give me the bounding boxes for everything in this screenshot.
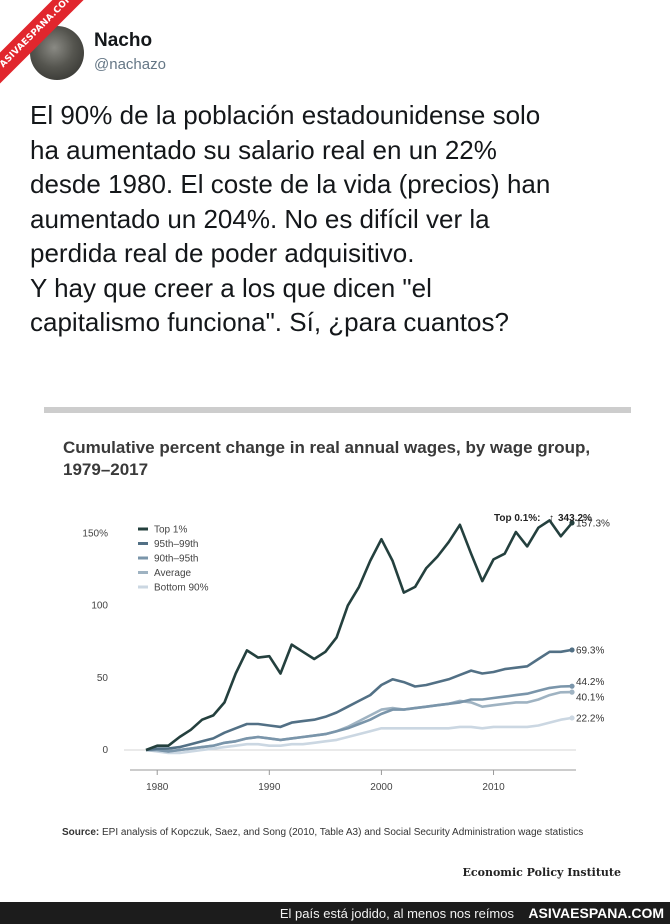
series-end-label: 22.2%	[576, 713, 604, 724]
annotation-value: 343.2%	[558, 513, 592, 524]
tweet-line: Y hay que creer a los que dicen "el	[30, 272, 432, 303]
footer-bar: El país está jodido, al menos nos reímos…	[0, 902, 670, 924]
tweet-line: desde 1980. El coste de la vida (precios…	[30, 169, 551, 199]
y-tick-label: 0	[102, 745, 108, 756]
series-end-label: 40.1%	[576, 692, 604, 703]
epi-logo: Economic Policy Institute	[462, 866, 621, 879]
legend-label: Top 1%	[154, 525, 187, 536]
x-tick-label: 1990	[258, 782, 281, 793]
y-tick-label: 100	[91, 601, 108, 612]
series-end-label: 69.3%	[576, 645, 604, 656]
x-tick-label: 1980	[146, 782, 169, 793]
series-end-point	[569, 715, 575, 721]
author-handle[interactable]: @nachazo	[94, 56, 166, 73]
series-end-point	[569, 683, 575, 689]
legend-label: 90th–95th	[154, 554, 199, 565]
series-line	[146, 684, 573, 753]
annotation-arrow: ↑	[549, 513, 554, 524]
series-line	[145, 648, 573, 752]
tweet-line: capitalismo funciona". Sí, ¿para cuantos…	[30, 307, 509, 337]
tweet-line: ha aumentado su salario real en un 22%	[30, 134, 497, 165]
series-line	[145, 519, 573, 752]
chart-source: Source: EPI analysis of Kopczuk, Saez, a…	[62, 825, 622, 840]
legend-label: Bottom 90%	[154, 583, 209, 594]
y-tick-label: 150%	[82, 528, 108, 539]
series-end-point	[569, 689, 575, 695]
source-label: Source:	[62, 827, 100, 838]
source-text: EPI analysis of Kopczuk, Saez, and Song …	[99, 827, 584, 838]
x-tick-label: 2000	[370, 782, 393, 793]
author-name[interactable]: Nacho	[94, 30, 153, 51]
footer-caption: El país está jodido, al menos nos reímos	[279, 906, 514, 921]
chart-top-bar	[44, 407, 631, 413]
tweet-line: El 90% de la población estadounidense so…	[30, 100, 541, 130]
series-end-label: 44.2%	[576, 677, 604, 688]
tweet-line: perdida real de poder adquisitivo.	[30, 238, 415, 268]
series-end-label: 157.3%	[576, 518, 610, 529]
series-end-point	[569, 520, 575, 526]
line-chart: 0 50 100 150% 1980 1990 2000 2010 157.3% 69.3% 44.…	[82, 513, 610, 793]
tweet-line: aumentado un 204%. No es difícil ver la	[30, 203, 490, 234]
y-tick-label: 50	[97, 673, 109, 684]
series-end-point	[569, 647, 575, 653]
legend-label: 95th–99th	[154, 539, 199, 550]
legend-label: Average	[154, 568, 192, 579]
footer-site-logo[interactable]: ASIVAESPANA.COM	[528, 905, 664, 921]
tweet-text: El 90% de la población estadounidense so…	[30, 98, 650, 340]
chart-title: Cumulative percent change in real annual…	[63, 438, 591, 479]
chart-image[interactable]: Cumulative percent change in real annual…	[44, 407, 631, 897]
annotation-label: Top 0.1%:	[494, 513, 540, 524]
series-line	[145, 716, 573, 755]
x-tick-label: 2010	[482, 782, 505, 793]
